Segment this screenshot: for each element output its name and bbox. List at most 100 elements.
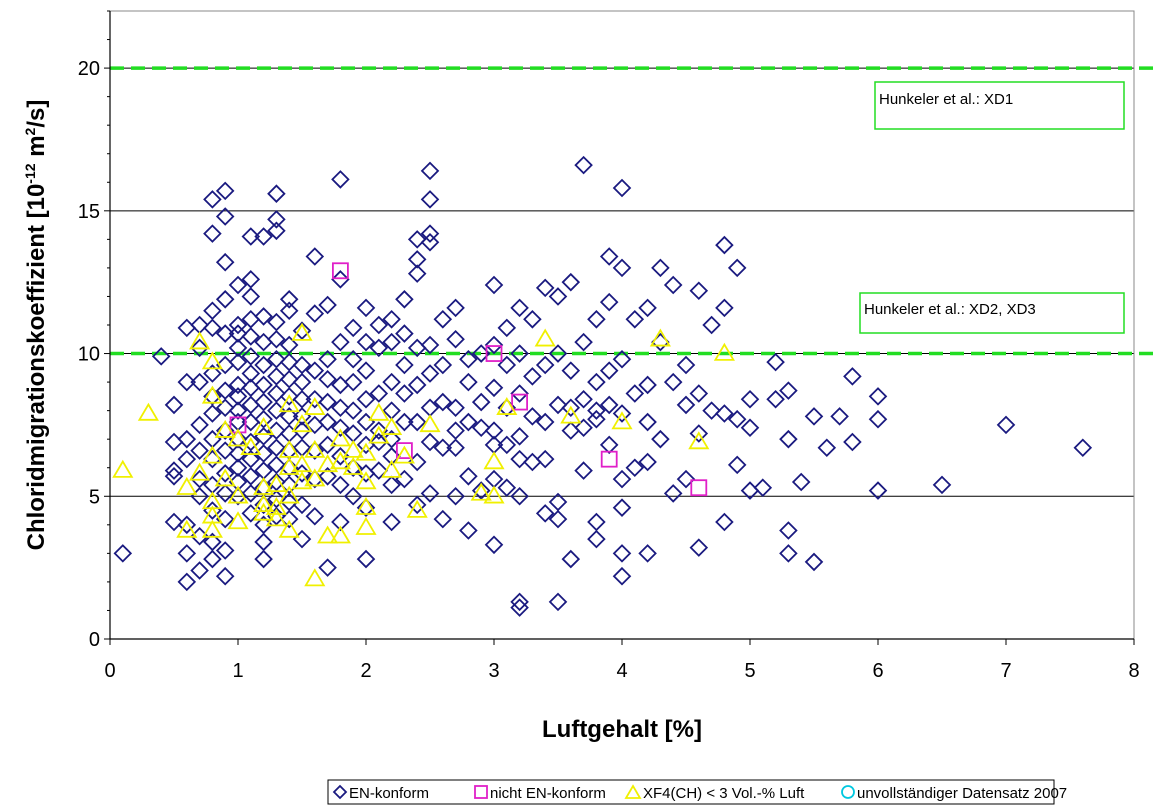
data-point-triangle: [611, 411, 633, 430]
data-point-diamond: [612, 404, 632, 423]
data-point-diamond: [676, 355, 696, 375]
data-point-diamond: [548, 592, 568, 612]
data-point-diamond: [676, 469, 696, 489]
data-point-diamond: [548, 344, 568, 363]
data-point-diamond: [612, 498, 632, 517]
data-point-diamond: [292, 321, 312, 340]
data-point-diamond: [407, 230, 427, 249]
data-point-diamond: [420, 161, 440, 181]
data-point-diamond: [215, 324, 235, 343]
data-point-diamond: [318, 349, 337, 369]
data-point-diamond: [420, 335, 440, 355]
data-point-diamond: [369, 421, 389, 440]
data-point-diamond: [395, 324, 414, 343]
data-point-diamond: [228, 324, 248, 343]
data-point-square: [600, 450, 618, 468]
series-2: [112, 322, 735, 587]
data-point-diamond: [164, 467, 184, 486]
data-point-triangle: [253, 416, 275, 435]
data-point-diamond: [382, 475, 401, 495]
data-point-diamond: [305, 441, 325, 460]
data-point-triangle: [278, 456, 300, 475]
data-point-triangle: [483, 451, 505, 470]
data-point-triangle: [265, 508, 287, 527]
data-point-triangle: [304, 397, 326, 415]
data-point-diamond: [702, 401, 721, 420]
data-point-diamond: [395, 412, 414, 432]
data-point-diamond: [279, 301, 299, 321]
data-point-diamond: [305, 247, 325, 266]
data-point-diamond: [267, 184, 286, 203]
data-point-diamond: [727, 455, 747, 475]
data-point-diamond: [561, 361, 581, 380]
data-point-diamond: [689, 281, 709, 301]
data-point-diamond: [190, 372, 209, 392]
data-point-diamond: [279, 387, 299, 406]
data-point-diamond: [625, 310, 645, 329]
legend-label-nicht-en-konform: nicht EN-konform: [490, 785, 606, 802]
reference-lines: [110, 66, 1153, 356]
data-point-diamond: [228, 472, 248, 492]
data-point-diamond: [420, 224, 440, 243]
data-point-diamond: [804, 407, 824, 426]
data-point-diamond: [727, 258, 747, 278]
data-point-diamond: [612, 258, 632, 278]
xd1-label: Hunkeler et al.: XD1: [879, 91, 1013, 108]
x-tick-label: 0: [104, 660, 115, 682]
data-point-diamond: [523, 310, 542, 329]
legend-label-xf4: XF4(CH) < 3 Vol.-% Luft: [643, 785, 805, 802]
data-point-diamond: [203, 549, 222, 569]
data-point-diamond: [254, 495, 273, 515]
data-point-diamond: [279, 290, 299, 309]
data-point-diamond: [638, 375, 657, 395]
data-point-diamond: [369, 461, 389, 480]
data-point-diamond: [228, 338, 248, 358]
data-point-diamond: [356, 361, 376, 380]
legend-box: [327, 779, 1055, 805]
data-point-diamond: [727, 409, 747, 429]
data-point-diamond: [510, 427, 529, 446]
data-point-diamond: [356, 298, 376, 318]
data-point-diamond: [548, 395, 568, 415]
data-point-diamond: [164, 512, 184, 532]
data-point-diamond: [523, 367, 542, 386]
data-point-diamond: [1073, 438, 1093, 458]
data-point-triangle: [227, 511, 249, 530]
data-point-diamond: [523, 407, 542, 426]
data-point-triangle: [201, 519, 223, 538]
data-point-diamond: [305, 389, 325, 409]
data-point-triangle: [227, 485, 249, 504]
data-point-diamond: [203, 190, 222, 209]
data-point-diamond: [382, 332, 401, 352]
data-point-diamond: [203, 364, 222, 383]
data-point-triangle: [342, 456, 364, 475]
data-point-diamond: [510, 598, 529, 617]
data-point-diamond: [356, 549, 376, 569]
data-point-diamond: [228, 387, 248, 406]
data-point-diamond: [151, 347, 171, 366]
data-point-diamond: [343, 318, 363, 338]
data-point-diamond: [382, 372, 401, 392]
data-point-diamond: [331, 512, 350, 532]
data-point-diamond: [446, 486, 465, 506]
data-point-diamond: [228, 401, 248, 420]
data-point-triangle: [265, 474, 287, 493]
data-point-diamond: [433, 509, 453, 529]
data-point-triangle: [496, 397, 518, 415]
data-point-diamond: [190, 338, 209, 358]
data-point-diamond: [740, 418, 760, 438]
data-point-diamond: [702, 315, 721, 335]
data-point-diamond: [587, 409, 606, 429]
data-point-diamond: [177, 449, 197, 469]
data-point-diamond: [446, 329, 465, 349]
data-point-triangle: [265, 496, 287, 515]
data-point-diamond: [830, 407, 849, 426]
x-tick-label: 2: [360, 660, 371, 682]
data-point-diamond: [254, 355, 273, 375]
data-point-diamond: [651, 429, 670, 449]
data-point-diamond: [510, 384, 529, 403]
data-point-triangle: [329, 525, 351, 544]
y-tick-label: 20: [78, 58, 100, 80]
data-point-diamond: [599, 361, 619, 380]
